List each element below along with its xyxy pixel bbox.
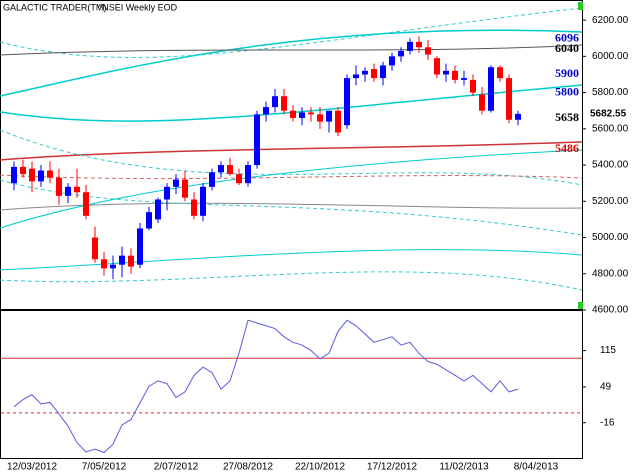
chart-title: GALACTIC TRADER(TM): [3, 2, 106, 12]
candle-body: [470, 79, 476, 93]
candle-body: [173, 179, 179, 187]
candle-body: [164, 186, 170, 200]
corner-marker: [578, 302, 583, 309]
candle-body: [101, 259, 107, 269]
candle-body: [443, 70, 449, 75]
candle-body: [326, 110, 332, 122]
candle-body: [74, 186, 80, 193]
y-tick-label: 115: [600, 345, 616, 356]
candle-body: [299, 112, 305, 118]
candle-body: [236, 174, 242, 184]
candle-body: [263, 107, 269, 115]
chart-subtitle: ^NSEI Weekly EOD: [98, 2, 178, 12]
level-label: 6040: [555, 41, 579, 55]
x-tick-label: 2/07/2012: [154, 462, 199, 473]
x-tick-label: 22/10/2012: [295, 462, 345, 473]
candle-body: [191, 199, 197, 216]
candle-body: [281, 96, 287, 111]
candle-body: [56, 177, 62, 196]
candle-body: [245, 165, 251, 184]
y-tick-label: 5200.00: [592, 196, 629, 207]
x-tick-label: 12/03/2012: [7, 462, 57, 473]
y-tick-label: -16: [600, 417, 615, 428]
candle-body: [110, 264, 116, 269]
candle-body: [146, 212, 152, 229]
candle-body: [371, 69, 377, 79]
candle-body: [461, 78, 467, 80]
candle-body: [83, 192, 89, 216]
x-tick-label: 7/05/2012: [82, 462, 127, 473]
level-label: 6096: [555, 31, 579, 45]
candle-body: [452, 70, 458, 80]
level-label: 5658: [555, 110, 579, 124]
y-tick-label: 6000.00: [592, 51, 629, 62]
y-tick-label: 4600.00: [592, 305, 629, 316]
y-tick-label: 4800.00: [592, 268, 629, 279]
candle-body: [425, 47, 431, 55]
x-tick-label: 11/02/2013: [439, 462, 489, 473]
candle-body: [497, 67, 503, 79]
y-tick-label: 6200.00: [592, 15, 629, 26]
candle-body: [182, 179, 188, 198]
candle-body: [290, 110, 296, 118]
candle-body: [398, 50, 404, 57]
oscillator-panel: [0, 310, 583, 459]
candle-body: [308, 112, 314, 115]
candle-body: [200, 186, 206, 216]
candle-body: [20, 166, 26, 175]
candle-body: [317, 114, 323, 122]
y-tick-label: 5400.00: [592, 160, 629, 171]
last-price-box: [586, 107, 638, 120]
candle-body: [353, 74, 359, 79]
level-label: 5486: [555, 141, 579, 155]
y-tick-label: 5600.00: [592, 123, 629, 134]
candle-body: [335, 110, 341, 133]
candle-body: [515, 113, 521, 120]
candle-body: [137, 228, 143, 265]
corner-marker: [578, 2, 583, 10]
candle-body: [272, 96, 278, 108]
candle-body: [128, 255, 134, 267]
candle-body: [506, 78, 512, 120]
candle-body: [254, 114, 260, 166]
candle-body: [344, 78, 350, 126]
candle-body: [416, 41, 422, 48]
candle-body: [434, 58, 440, 75]
candle-body: [11, 166, 17, 184]
oscillator-line: [13, 319, 519, 454]
candle-body: [38, 170, 44, 182]
y-tick-label: 5000.00: [592, 232, 629, 243]
y-tick-label: 49: [600, 382, 612, 393]
candle-body: [209, 172, 215, 187]
candle-body: [389, 56, 395, 66]
x-tick-label: 27/08/2012: [223, 462, 273, 473]
candle-body: [407, 41, 413, 51]
candle-body: [47, 170, 53, 178]
envelope-curves: [0, 7, 583, 291]
candle-body: [119, 255, 125, 265]
y-tick-label: 5800.00: [592, 87, 629, 98]
candle-body: [92, 237, 98, 260]
last-price: 5682.55: [590, 109, 627, 120]
candle-body: [479, 94, 485, 111]
candle-body: [227, 165, 233, 175]
level-label: 5800: [555, 84, 579, 98]
x-tick-label: 8/04/2013: [514, 462, 559, 473]
candle-body: [488, 67, 494, 111]
level-label: 5900: [555, 66, 579, 80]
candle-body: [155, 199, 161, 220]
x-tick-label: 17/12/2012: [367, 462, 417, 473]
candle-body: [362, 70, 368, 75]
candle-body: [65, 186, 71, 196]
candle-body: [218, 165, 224, 173]
candle-body: [29, 168, 35, 182]
candle-body: [380, 65, 386, 79]
